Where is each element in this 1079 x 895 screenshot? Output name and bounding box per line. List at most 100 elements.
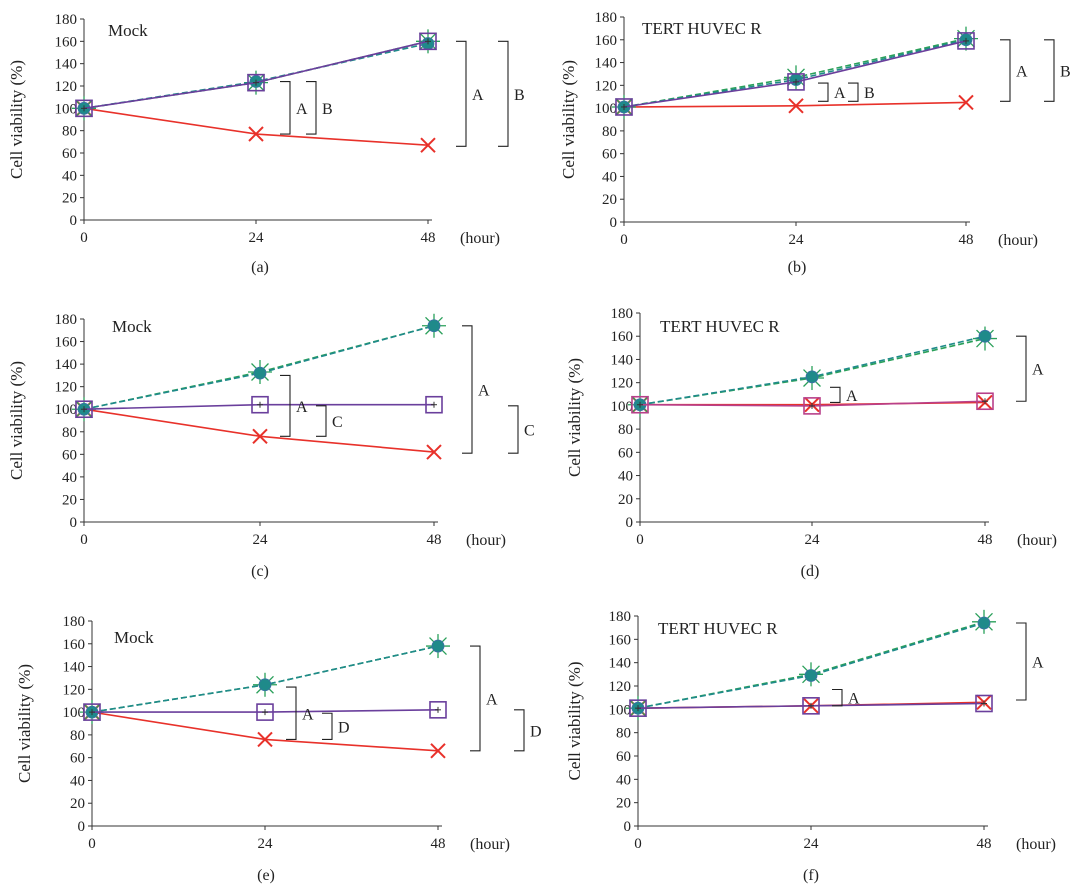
y-tick-label: 60 [70,751,85,767]
bracket-line [832,688,843,707]
significance-bracket: B [848,82,875,102]
data-point [256,703,274,721]
y-tick-label: 120 [63,682,86,698]
y-tick-label: 180 [55,12,78,28]
y-tick-label: 80 [602,124,617,140]
y-tick-label: 0 [624,819,632,835]
data-point [802,697,820,715]
x-tick-label: 48 [421,230,436,246]
significance-bracket: B [1044,39,1071,102]
y-tick-label: 140 [595,56,618,72]
y-tick-label: 140 [55,357,78,373]
bracket-label: A [1032,655,1044,672]
y-tick-label: 100 [63,705,86,721]
y-tick-label: 20 [62,492,77,508]
y-tick-label: 140 [609,656,632,672]
panel-label: (c) [251,563,269,580]
panel-b: 0 20 40 60 80 100 120 140 160 180 0 24 48 (hour) Cell … [559,10,1071,276]
bracket-label: D [530,723,542,740]
y-tick-label: 80 [62,124,77,140]
y-tick-label: 80 [70,728,85,744]
significance-bracket: A [818,82,846,102]
x-tick-label: 24 [789,232,805,248]
bracket-label: D [338,719,350,736]
x-tick-label: 24 [258,836,274,852]
y-tick-label: 40 [70,773,85,789]
data-point [975,694,993,713]
significance-bracket: B [306,80,333,135]
y-tick-label: 100 [609,702,632,718]
x-tick-label: 24 [805,532,821,548]
y-tick-label: 0 [70,213,78,229]
data-point [957,32,975,50]
series-line [83,408,435,453]
bracket-label: A [846,388,858,405]
bracket-line [1016,335,1027,402]
significance-bracket: A [1016,622,1044,701]
data-point [787,73,805,91]
bracket-line [280,374,291,437]
y-tick-label: 100 [595,101,618,117]
y-tick-label: 0 [626,515,634,531]
y-tick-label: 0 [610,215,618,231]
bracket-label: B [514,87,525,104]
series-dot [85,639,445,719]
x-tick-label: 0 [636,532,644,548]
bracket-label: A [296,399,308,416]
y-tick-label: 120 [55,380,78,396]
x-unit-label: (hour) [1017,532,1057,549]
series-line [623,37,967,108]
series-square [629,694,993,717]
y-tick-label: 180 [611,306,634,322]
x-unit-label: (hour) [470,836,510,853]
x-tick-label: 0 [80,532,88,548]
data-point [253,366,267,380]
y-tick-label: 40 [616,772,631,788]
series-square [75,32,437,118]
y-tick-label: 140 [63,660,86,676]
x-tick-label: 48 [427,532,442,548]
data-point [429,701,447,719]
x-tick-label: 0 [80,230,88,246]
data-point [75,400,93,419]
x-tick-label: 24 [804,836,820,852]
x-tick-label: 0 [620,232,628,248]
data-point [420,137,436,153]
x-tick-label: 0 [634,836,642,852]
y-tick-label: 100 [55,101,78,117]
significance-bracket: D [322,712,350,740]
y-tick-label: 160 [63,637,86,653]
panel-title: Mock [114,628,154,647]
panel-a: 0 20 40 60 80 100 120 140 160 180 0 24 48 (hour) Cell … [7,12,525,276]
data-point [805,370,819,384]
series-line [91,711,439,752]
y-tick-label: 160 [55,335,78,351]
data-point [247,73,265,92]
bracket-label: A [1016,64,1028,81]
bracket-label: A [472,87,484,104]
panel-label: (b) [788,259,807,276]
series-x [76,100,436,153]
panel-label: (e) [257,867,275,884]
significance-bracket: A [280,374,308,437]
significance-bracket: A [1016,335,1044,402]
y-tick-label: 60 [62,146,77,162]
y-tick-label: 80 [616,726,631,742]
bracket-line [848,82,859,102]
panel-e: 0 20 40 60 80 100 120 140 160 180 0 24 48 (hour) Cell … [15,614,542,884]
significance-bracket: A [462,325,490,454]
panel-label: (d) [801,563,820,580]
data-point [430,743,446,759]
y-axis-label: Cell viability (%) [7,361,26,480]
data-point [431,639,445,653]
bracket-label: A [486,691,498,708]
y-tick-label: 60 [62,447,77,463]
y-tick-label: 20 [602,192,617,208]
y-tick-label: 0 [78,819,86,835]
bracket-line [316,405,327,437]
y-tick-label: 80 [618,422,633,438]
series-square [83,701,447,721]
y-tick-label: 20 [618,492,633,508]
y-tick-label: 120 [55,79,78,95]
